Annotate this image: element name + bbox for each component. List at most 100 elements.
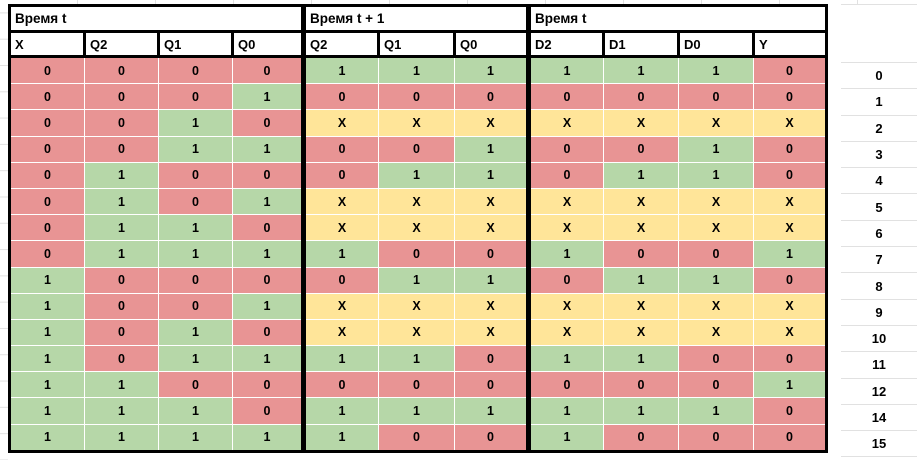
value-cell[interactable]: X	[678, 318, 754, 347]
value-cell[interactable]: 0	[526, 266, 604, 294]
value-cell[interactable]: 1	[526, 55, 604, 85]
value-cell[interactable]: 1	[603, 397, 679, 425]
value-cell[interactable]: 0	[232, 318, 304, 347]
value-cell[interactable]: 1	[158, 318, 233, 347]
value-cell[interactable]: 0	[678, 240, 754, 268]
value-cell[interactable]: 1	[603, 161, 679, 189]
value-cell[interactable]: 1	[603, 266, 679, 294]
value-cell[interactable]: 0	[232, 397, 304, 425]
value-cell[interactable]: 1	[378, 161, 455, 189]
value-cell[interactable]: 0	[526, 135, 604, 163]
row-index[interactable]: 5	[841, 194, 917, 221]
value-cell[interactable]: 0	[678, 371, 754, 399]
value-cell[interactable]: 0	[158, 55, 233, 85]
value-cell[interactable]: 0	[84, 83, 159, 111]
value-cell[interactable]: 0	[232, 161, 304, 189]
value-cell[interactable]: 1	[378, 55, 455, 85]
column-header-x[interactable]: X	[8, 30, 86, 58]
value-cell[interactable]: 1	[678, 397, 754, 425]
value-cell[interactable]: 1	[526, 240, 604, 268]
value-cell[interactable]: X	[603, 318, 679, 347]
value-cell[interactable]: 1	[678, 135, 754, 163]
value-cell[interactable]: X	[603, 214, 679, 242]
value-cell[interactable]: 0	[9, 83, 85, 111]
value-cell[interactable]: X	[454, 318, 529, 347]
row-index[interactable]: 6	[841, 221, 917, 248]
value-cell[interactable]: 1	[454, 161, 529, 189]
value-cell[interactable]: 0	[753, 83, 827, 111]
value-cell[interactable]: 1	[301, 345, 379, 373]
value-cell[interactable]: 0	[753, 345, 827, 373]
value-cell[interactable]: 0	[526, 83, 604, 111]
row-index[interactable]: 4	[841, 168, 917, 195]
value-cell[interactable]: 1	[158, 109, 233, 137]
value-cell[interactable]: 1	[9, 266, 85, 294]
value-cell[interactable]: 1	[158, 135, 233, 163]
value-cell[interactable]: 1	[378, 266, 455, 294]
value-cell[interactable]: 0	[603, 83, 679, 111]
value-cell[interactable]: 0	[454, 423, 529, 453]
value-cell[interactable]: 0	[378, 423, 455, 453]
column-header-q2[interactable]: Q2	[83, 30, 160, 58]
value-cell[interactable]: X	[301, 187, 379, 216]
value-cell[interactable]: 1	[9, 423, 85, 453]
value-cell[interactable]: 0	[301, 161, 379, 189]
value-cell[interactable]: 0	[678, 423, 754, 453]
value-cell[interactable]: X	[753, 214, 827, 242]
value-cell[interactable]: 0	[232, 214, 304, 242]
value-cell[interactable]: 0	[454, 345, 529, 373]
value-cell[interactable]: 0	[9, 187, 85, 216]
column-header-q2-next[interactable]: Q2	[301, 30, 380, 58]
value-cell[interactable]: X	[603, 187, 679, 216]
value-cell[interactable]: 1	[158, 240, 233, 268]
value-cell[interactable]: 0	[526, 371, 604, 399]
value-cell[interactable]: X	[678, 292, 754, 320]
value-cell[interactable]: 0	[84, 109, 159, 137]
value-cell[interactable]: 1	[84, 371, 159, 399]
column-header-q0[interactable]: Q0	[231, 30, 305, 58]
value-cell[interactable]: 1	[9, 371, 85, 399]
value-cell[interactable]: 1	[232, 135, 304, 163]
value-cell[interactable]: 1	[753, 240, 827, 268]
value-cell[interactable]: X	[454, 214, 529, 242]
section-title-time-t-plus-1[interactable]: Время t + 1	[301, 4, 530, 33]
column-header-q1-next[interactable]: Q1	[377, 30, 456, 58]
value-cell[interactable]: 0	[9, 109, 85, 137]
value-cell[interactable]: X	[526, 318, 604, 347]
value-cell[interactable]: X	[526, 214, 604, 242]
row-index[interactable]: 2	[841, 116, 917, 142]
value-cell[interactable]: 1	[526, 345, 604, 373]
value-cell[interactable]: X	[378, 292, 455, 320]
value-cell[interactable]: X	[678, 187, 754, 216]
value-cell[interactable]: 1	[9, 397, 85, 425]
value-cell[interactable]: X	[753, 318, 827, 347]
value-cell[interactable]: 0	[301, 266, 379, 294]
value-cell[interactable]: 0	[232, 55, 304, 85]
value-cell[interactable]: X	[603, 109, 679, 137]
value-cell[interactable]: 0	[753, 135, 827, 163]
row-index[interactable]: 7	[841, 247, 917, 274]
column-header-d0[interactable]: D0	[677, 30, 755, 58]
value-cell[interactable]: 1	[9, 292, 85, 320]
value-cell[interactable]: 1	[84, 240, 159, 268]
value-cell[interactable]: 0	[454, 83, 529, 111]
value-cell[interactable]: 0	[9, 55, 85, 85]
value-cell[interactable]: 0	[753, 423, 827, 453]
value-cell[interactable]: 0	[301, 371, 379, 399]
value-cell[interactable]: X	[301, 109, 379, 137]
value-cell[interactable]: 1	[84, 187, 159, 216]
value-cell[interactable]: 0	[753, 161, 827, 189]
value-cell[interactable]: X	[526, 292, 604, 320]
value-cell[interactable]: 1	[232, 240, 304, 268]
value-cell[interactable]: 1	[301, 423, 379, 453]
row-index[interactable]: 12	[841, 379, 917, 405]
value-cell[interactable]: 0	[84, 292, 159, 320]
value-cell[interactable]: 0	[454, 240, 529, 268]
value-cell[interactable]: 1	[454, 135, 529, 163]
value-cell[interactable]: 1	[158, 397, 233, 425]
value-cell[interactable]: 0	[232, 371, 304, 399]
value-cell[interactable]: 0	[603, 423, 679, 453]
value-cell[interactable]: 0	[454, 371, 529, 399]
column-header-q1[interactable]: Q1	[157, 30, 234, 58]
value-cell[interactable]: 1	[158, 423, 233, 453]
